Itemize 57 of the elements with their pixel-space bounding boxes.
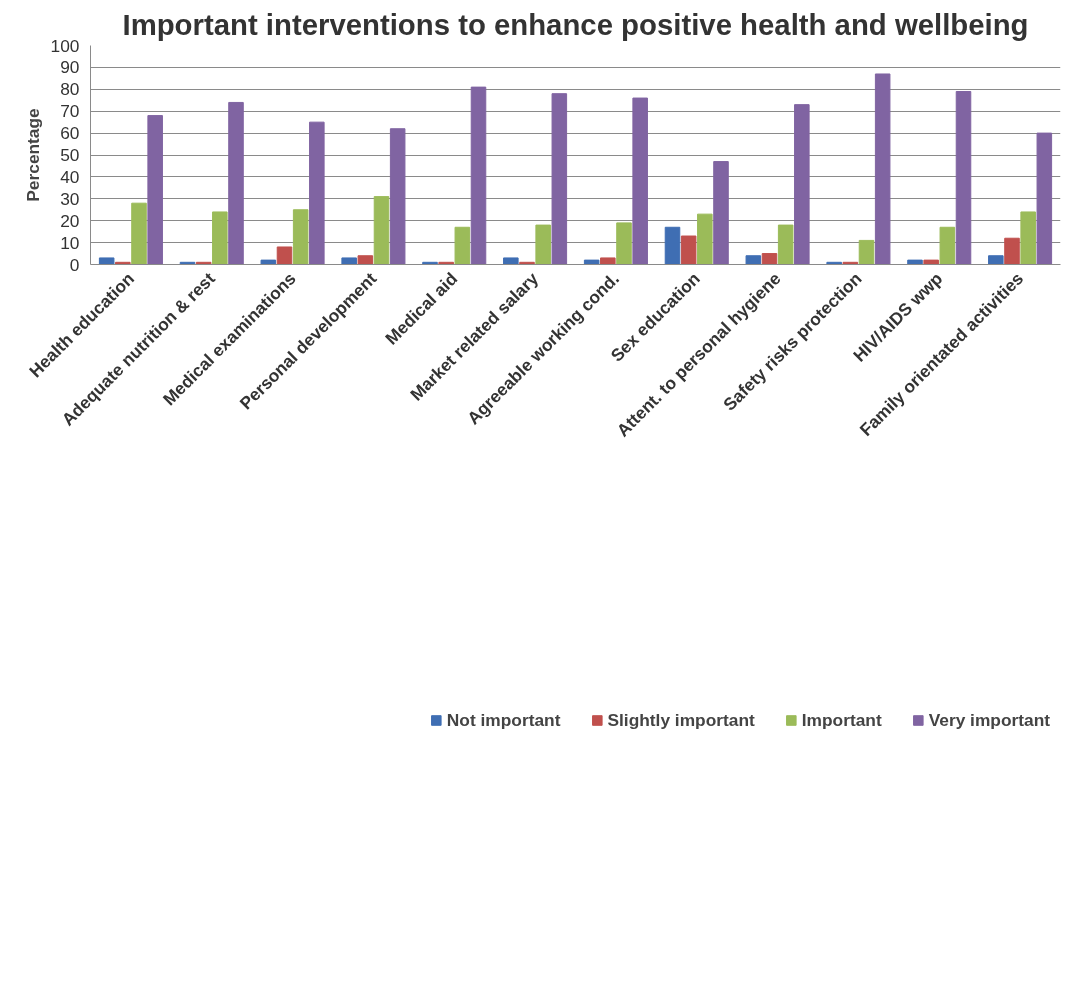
bar [341, 257, 357, 265]
bar [357, 255, 374, 265]
y-tick-label: 30 [60, 188, 80, 209]
y-tick-label: 10 [60, 232, 80, 253]
bar [260, 259, 277, 265]
y-tick-label: 80 [60, 79, 80, 100]
bar [939, 226, 956, 265]
bar [761, 253, 778, 265]
bar [1004, 237, 1020, 265]
bar [583, 259, 600, 265]
bar [1036, 132, 1053, 265]
bar [309, 121, 325, 265]
bar [276, 246, 293, 265]
bar [535, 224, 551, 265]
y-tick-label: 90 [60, 57, 80, 78]
bar [713, 161, 729, 265]
legend-label: Important [801, 709, 882, 731]
bar [389, 128, 406, 265]
y-tick-label: 70 [60, 101, 80, 122]
bar [988, 255, 1004, 265]
chart-title: Important interventions to enhance positive health and wellbeing [122, 7, 1029, 41]
bar [212, 211, 228, 265]
bar [907, 259, 923, 265]
bar [470, 86, 487, 265]
bar [616, 222, 632, 265]
bar [131, 202, 147, 265]
bar [923, 259, 939, 265]
bar [551, 93, 568, 265]
bar [955, 90, 972, 265]
y-tick-label: 20 [60, 210, 80, 231]
bar [858, 239, 875, 265]
bar [777, 224, 794, 265]
y-tick-label: 0 [69, 254, 80, 275]
bar [680, 235, 697, 265]
bar [600, 257, 616, 265]
legend-label: Slightly important [607, 709, 755, 731]
y-tick-label: 100 [50, 35, 80, 56]
bar [373, 196, 390, 265]
y-tick-label: 50 [60, 145, 80, 165]
y-tick-label: 60 [60, 123, 80, 144]
bar [697, 213, 713, 265]
y-tick-label: 40 [60, 166, 80, 187]
bar [454, 226, 471, 265]
bar [632, 97, 648, 265]
bar [228, 101, 244, 265]
bar [1020, 211, 1036, 265]
y-axis-title: Percentage [22, 107, 43, 202]
bar [503, 257, 519, 265]
bar [874, 73, 891, 265]
bar [664, 226, 681, 265]
bar [745, 255, 762, 265]
bar [98, 257, 115, 265]
bar [292, 209, 309, 265]
bar [794, 104, 810, 265]
bar [147, 115, 163, 265]
legend-label: Very important [928, 709, 1050, 731]
legend-label: Not important [446, 709, 561, 731]
